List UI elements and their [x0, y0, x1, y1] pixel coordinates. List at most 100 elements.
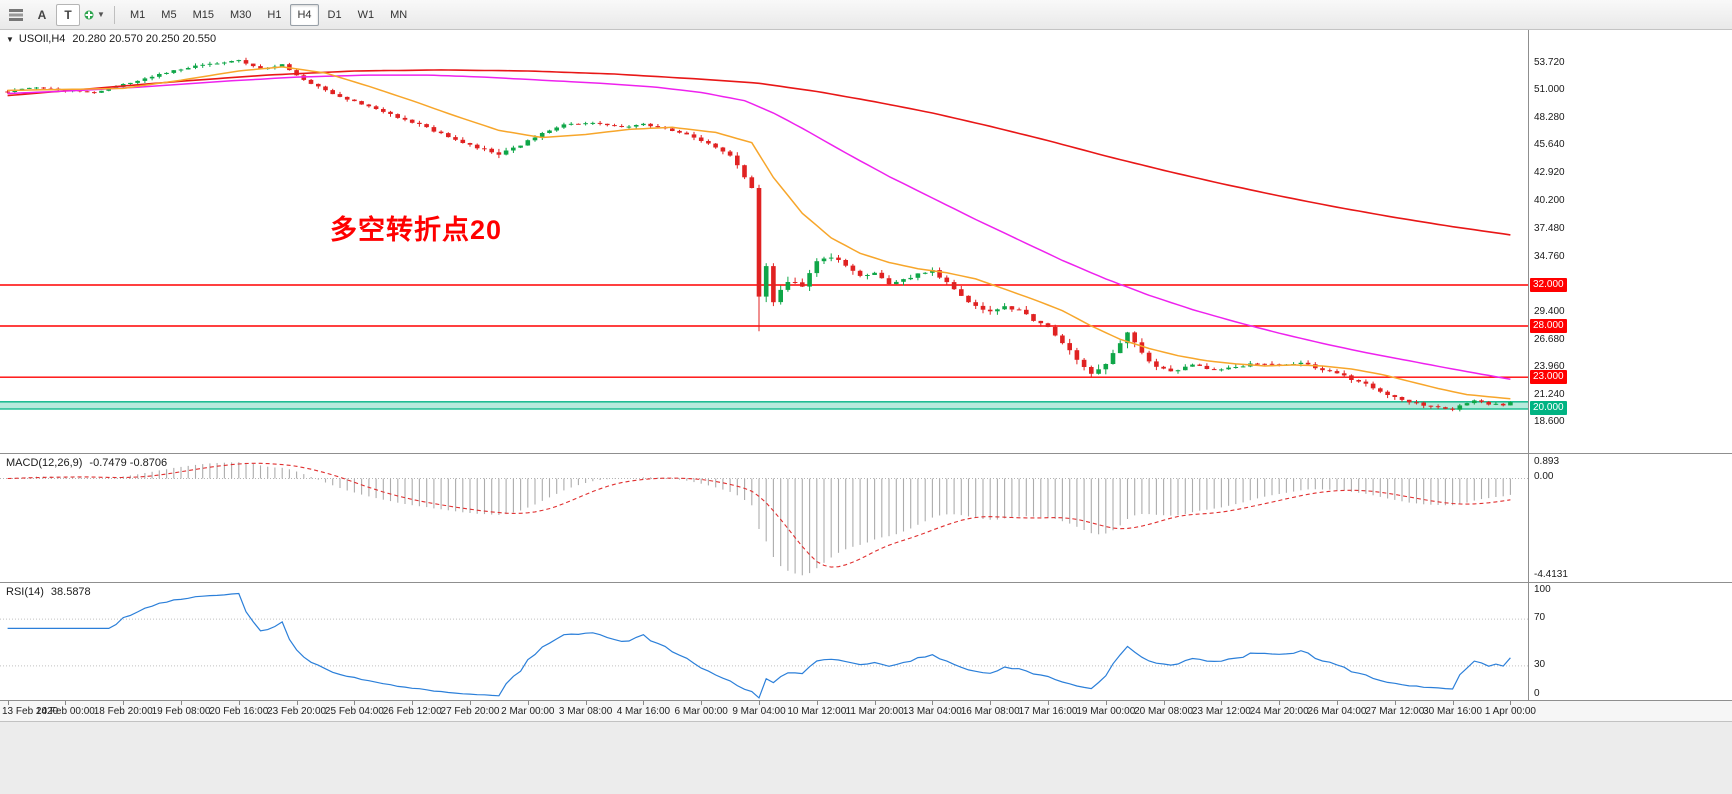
price-tick-label: 48.280: [1534, 112, 1565, 124]
time-tick-mark: [1394, 701, 1396, 705]
macd-max-label: 0.893: [1534, 456, 1560, 467]
time-tick-mark: [1337, 701, 1338, 705]
time-tick-mark: [932, 701, 934, 705]
bottom-window-area: [0, 721, 1732, 794]
time-tick-mark: [65, 701, 67, 705]
time-tick-label: 11 Mar 20:00: [845, 706, 904, 717]
time-tick-mark: [238, 701, 240, 705]
price-tick-label: 23.960: [1534, 361, 1565, 373]
price-chart-canvas[interactable]: [0, 30, 1528, 453]
time-tick-label: 20 Mar 08:00: [1134, 706, 1194, 717]
time-tick-label: 27 Feb 20:00: [440, 706, 500, 717]
time-tick-mark: [1105, 701, 1107, 705]
timeframe-mn[interactable]: MN: [390, 8, 408, 21]
timeframe-m1[interactable]: M1: [130, 8, 146, 21]
time-tick-mark: [1048, 701, 1049, 705]
grid-icon: [9, 8, 23, 21]
time-tick-label: 3 Mar 08:00: [558, 706, 613, 717]
indicators-dropdown[interactable]: ▼: [82, 4, 106, 26]
time-tick-mark: [643, 701, 645, 705]
time-tick-mark: [412, 701, 414, 705]
time-tick-mark: [1452, 701, 1454, 705]
time-tick-label: 6 Mar 00:00: [674, 706, 728, 717]
time-tick-mark: [7, 701, 9, 705]
band-price-badge: 20.000: [1530, 400, 1567, 415]
annotation-text[interactable]: 多空转折点20: [330, 215, 503, 245]
time-tick-label: 4 Mar 16:00: [616, 706, 671, 717]
rsi-100-label: 100: [1534, 584, 1551, 595]
timeframe-m15[interactable]: M15: [192, 8, 214, 21]
time-tick-label: 19 Mar 00:00: [1076, 706, 1136, 717]
hline-price-badge: 32.000: [1530, 278, 1567, 293]
time-tick-mark: [123, 701, 125, 705]
macd-axis[interactable]: 0.893 0.00 -4.4131: [1528, 454, 1732, 582]
timeframe-h4[interactable]: H4: [290, 3, 319, 26]
macd-canvas[interactable]: [0, 455, 1528, 582]
rsi-title: RSI(14) 38.5878: [6, 586, 91, 598]
time-tick-mark: [759, 701, 760, 705]
time-tick-mark: [816, 701, 818, 705]
price-axis[interactable]: 53.720 51.000 48.280 45.640 42.920 40.200 37.4…: [1528, 30, 1732, 453]
time-tick-label: 27 Mar 12:00: [1365, 706, 1425, 717]
indicator-icon: [84, 10, 94, 19]
price-tick-label: 21.240: [1534, 389, 1565, 401]
time-tick-label: 25 Feb 04:00: [324, 706, 384, 717]
text-tool[interactable]: T: [56, 3, 80, 26]
price-tick-label: 53.720: [1534, 56, 1565, 68]
time-tick-mark: [1163, 701, 1165, 705]
time-tick-label: 20 Feb 16:00: [209, 706, 269, 717]
top-toolbar: A T ▼ M1 M5 M15 M30 H1 H4 D1 W1 MN: [0, 0, 1732, 30]
chart-marker-icon: ▼: [6, 34, 14, 44]
rsi-label: RSI(14): [6, 586, 44, 598]
text-label-tool[interactable]: A: [37, 7, 47, 22]
time-tick-mark: [296, 701, 298, 705]
rsi-panel: RSI(14) 38.5878 100 70 30 0: [0, 582, 1732, 700]
time-axis[interactable]: 13 Feb 2020 14 Feb 00:00 18 Feb 20:00 19 Fe…: [0, 700, 1732, 721]
chart-windows-icon[interactable]: [4, 4, 28, 26]
time-tick-label: 9 Mar 04:00: [732, 706, 786, 717]
time-tick-label: 19 Feb 08:00: [151, 706, 211, 717]
rsi-30-label: 30: [1534, 658, 1546, 670]
time-tick-mark: [527, 701, 529, 705]
time-tick-label: 17 Mar 16:00: [1018, 706, 1078, 717]
price-chart-panel: ▼ USOIl,H4 20.280 20.570 20.250 20.550 多…: [0, 30, 1732, 453]
time-tick-label: 23 Mar 12:00: [1191, 706, 1251, 717]
time-tick-mark: [1510, 701, 1512, 705]
timeframe-m30[interactable]: M30: [229, 8, 252, 21]
rsi-axis[interactable]: 100 70 30 0: [1528, 583, 1732, 700]
time-tick-mark: [470, 701, 471, 705]
time-tick-label: 23 Feb 20:00: [267, 706, 327, 717]
macd-values: -0.7479 -0.8706: [89, 457, 168, 469]
time-tick-mark: [1221, 701, 1223, 705]
time-tick-mark: [181, 701, 182, 705]
time-tick-label: 26 Feb 12:00: [382, 706, 442, 717]
macd-title: MACD(12,26,9) -0.7479 -0.8706: [6, 457, 167, 469]
time-tick-label: 1 Apr 00:00: [1484, 706, 1536, 717]
time-tick-label: 13 Mar 04:00: [902, 706, 962, 717]
chart-title: ▼ USOIl,H4 20.280 20.570 20.250 20.550: [6, 33, 216, 45]
time-tick-label: 18 Feb 20:00: [93, 706, 153, 717]
timeframe-m5[interactable]: M5: [161, 8, 177, 21]
chevron-down-icon: ▼: [97, 10, 105, 19]
rsi-canvas[interactable]: [0, 584, 1528, 700]
time-tick-mark: [354, 701, 356, 705]
rsi-value: 38.5878: [50, 586, 91, 598]
macd-label: MACD(12,26,9): [6, 457, 83, 469]
price-tick-label: 29.400: [1534, 305, 1565, 317]
time-tick-label: 13 Feb 2020: [2, 706, 59, 717]
time-tick-label: 30 Mar 16:00: [1423, 706, 1483, 717]
time-tick-label: 10 Mar 12:00: [787, 706, 847, 717]
toolbar-separator: [114, 5, 115, 24]
time-tick-label: 2 Mar 00:00: [501, 706, 555, 717]
hline-price-badge: 23.000: [1530, 370, 1567, 385]
price-tick-label: 26.680: [1534, 333, 1565, 345]
time-tick-mark: [701, 701, 703, 705]
timeframe-h1[interactable]: H1: [267, 8, 282, 21]
time-tick-label: 24 Mar 20:00: [1249, 706, 1309, 717]
time-tick-label: 16 Mar 08:00: [960, 706, 1020, 717]
timeframe-w1[interactable]: W1: [357, 8, 375, 21]
price-tick-label: 34.760: [1534, 250, 1565, 262]
time-tick-mark: [1279, 701, 1281, 705]
timeframe-d1[interactable]: D1: [327, 8, 342, 21]
time-tick-mark: [585, 701, 587, 705]
